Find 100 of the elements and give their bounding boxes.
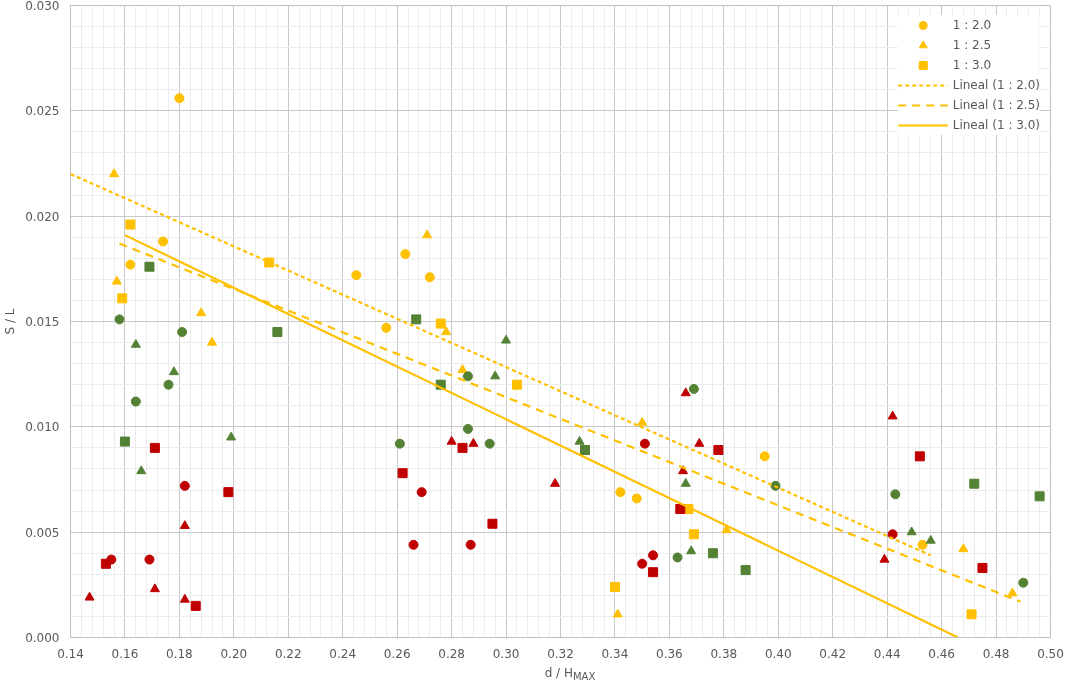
x-tick-label: 0.18 xyxy=(166,646,193,661)
legend-label: 1 : 2.0 xyxy=(952,18,992,32)
y-tick-label: 0.015 xyxy=(25,315,60,329)
point xyxy=(672,552,683,563)
point xyxy=(272,327,283,338)
x-tick-label: 0.36 xyxy=(656,646,683,661)
point xyxy=(969,478,980,489)
point xyxy=(484,438,495,449)
point xyxy=(958,543,969,553)
point xyxy=(196,307,207,317)
x-tick-label: 0.26 xyxy=(383,646,411,661)
point xyxy=(511,379,522,390)
point xyxy=(223,487,234,498)
point xyxy=(887,410,898,420)
point xyxy=(917,539,928,550)
point xyxy=(416,487,427,498)
point xyxy=(174,93,185,104)
point xyxy=(462,371,473,382)
point xyxy=(580,445,590,456)
point xyxy=(144,554,155,565)
point xyxy=(351,270,362,281)
point xyxy=(163,379,174,390)
point xyxy=(130,338,141,348)
point xyxy=(721,524,732,534)
point xyxy=(84,591,95,601)
point xyxy=(109,168,120,178)
point xyxy=(100,558,111,569)
point xyxy=(713,445,724,456)
point xyxy=(465,539,476,550)
point xyxy=(501,334,512,344)
point xyxy=(190,600,201,611)
point xyxy=(226,431,237,441)
x-tick-label: 0.42 xyxy=(819,646,847,661)
point xyxy=(637,416,648,426)
point xyxy=(408,539,419,550)
y-tick-label: 0.030 xyxy=(25,0,60,13)
y-tick-label: 0.000 xyxy=(25,631,60,645)
x-tick-label: 0.30 xyxy=(492,646,520,661)
point xyxy=(207,336,218,346)
point xyxy=(637,558,648,569)
point xyxy=(612,608,623,618)
point xyxy=(435,318,446,329)
point xyxy=(468,437,479,447)
point xyxy=(1034,491,1045,502)
point xyxy=(441,326,452,336)
point xyxy=(457,364,468,374)
point xyxy=(574,435,585,445)
point xyxy=(168,366,179,376)
point xyxy=(609,581,620,592)
point xyxy=(446,435,457,445)
point xyxy=(639,438,650,449)
x-tick-label: 0.38 xyxy=(710,646,738,661)
x-tick-label: 0.44 xyxy=(873,646,901,661)
point xyxy=(394,438,405,449)
point xyxy=(125,219,136,230)
point xyxy=(457,442,468,453)
point xyxy=(914,451,925,462)
point xyxy=(130,396,141,407)
point xyxy=(411,314,422,325)
point xyxy=(686,545,697,555)
y-tick-label: 0.025 xyxy=(25,104,60,119)
point xyxy=(149,583,160,593)
point xyxy=(381,322,392,333)
point xyxy=(694,437,705,447)
point xyxy=(179,480,190,491)
x-tick-label: 0.22 xyxy=(274,646,302,661)
point xyxy=(740,565,751,576)
point xyxy=(977,562,988,573)
legend-label: Lineal (1 : 2.0) xyxy=(952,78,1040,92)
x-axis-title: d / H$_{MAX}$ xyxy=(544,665,596,685)
point xyxy=(111,275,122,285)
x-tick-label: 0.14 xyxy=(57,646,84,661)
point xyxy=(462,423,473,434)
point xyxy=(490,370,501,380)
point xyxy=(906,526,917,536)
x-tick-label: 0.34 xyxy=(601,646,629,661)
legend-label: Lineal (1 : 2.5) xyxy=(952,98,1040,112)
point xyxy=(966,609,977,620)
point xyxy=(631,493,642,504)
point xyxy=(264,257,275,268)
point xyxy=(925,534,936,544)
x-tick-label: 0.40 xyxy=(764,646,792,661)
point xyxy=(422,229,433,239)
point xyxy=(680,387,691,397)
point xyxy=(707,548,718,559)
legend-label: 1 : 2.5 xyxy=(952,38,992,52)
point xyxy=(615,487,626,498)
legend-label: Lineal (1 : 3.0) xyxy=(952,118,1040,132)
x-tick-label: 0.50 xyxy=(1037,646,1064,661)
point xyxy=(179,520,190,529)
y-tick-label: 0.010 xyxy=(25,420,60,435)
point xyxy=(688,383,699,394)
point xyxy=(1007,587,1018,597)
x-tick-label: 0.48 xyxy=(982,646,1010,661)
point xyxy=(397,468,408,479)
x-tick-label: 0.20 xyxy=(220,646,248,661)
point xyxy=(179,593,190,603)
point xyxy=(1018,577,1029,588)
point xyxy=(688,529,699,540)
point xyxy=(879,553,890,563)
